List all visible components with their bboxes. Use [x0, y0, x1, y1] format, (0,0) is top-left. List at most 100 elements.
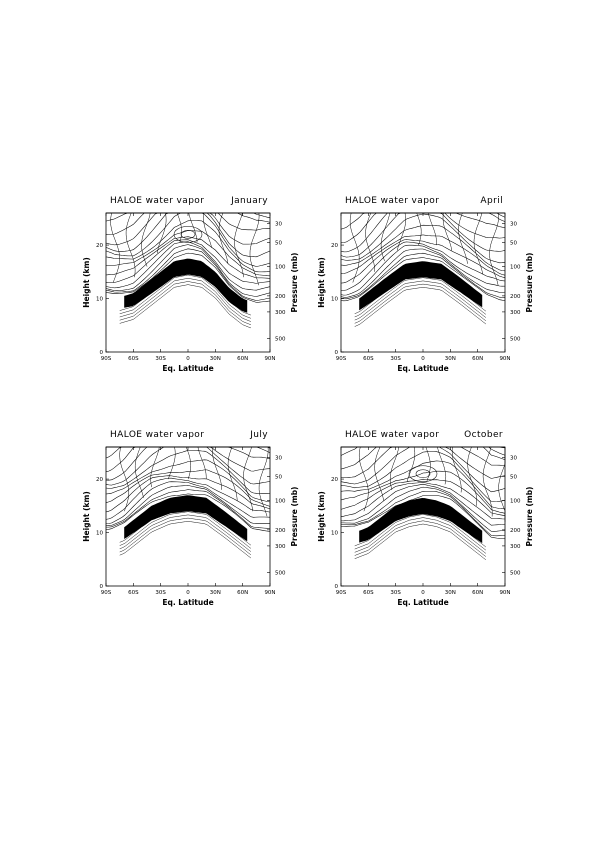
chart-month-label: October — [464, 430, 503, 440]
x-tick-label: 60N — [472, 590, 483, 596]
pressure-tick-label: 500 — [275, 571, 286, 577]
x-tick-label: 0 — [421, 590, 425, 596]
contour-line — [105, 244, 271, 297]
contour-line — [150, 446, 160, 488]
contour-line — [119, 511, 252, 549]
contour-line — [188, 212, 198, 243]
pressure-tick-label: 50 — [275, 474, 282, 480]
contour-line — [134, 446, 144, 498]
pressure-tick-label: 50 — [275, 240, 282, 246]
contour-line — [105, 248, 271, 301]
contour-line — [105, 212, 271, 258]
plot-frame — [105, 212, 271, 353]
x-tick-label: 0 — [421, 356, 425, 362]
x-tick-label: 60S — [128, 590, 139, 596]
x-tick-label: 30S — [155, 356, 166, 362]
pressure-tick-label: 30 — [275, 456, 282, 462]
contour-line — [185, 446, 191, 480]
contour-line — [408, 465, 438, 483]
x-axis-label: Eq. Latitude — [162, 364, 213, 373]
x-tick-label: 0 — [186, 590, 190, 596]
chart-month-label: January — [230, 196, 268, 206]
contour-line — [119, 517, 252, 555]
pressure-tick-label: 100 — [510, 264, 521, 270]
contour-line — [349, 212, 360, 283]
contour-line — [467, 446, 477, 506]
pressure-tick-label: 200 — [275, 528, 286, 534]
contour-line — [354, 277, 487, 318]
chart-panel-october: HALOE water vapor October 90S 60S 30S 0 30N 60N… — [317, 430, 534, 607]
contour-line — [354, 514, 487, 551]
y-tick-label: 10 — [331, 531, 338, 537]
chart-panel-january: HALOE water vapor January 90S 60S 30S 0 30N 60N… — [82, 196, 299, 373]
contour-line — [341, 486, 506, 532]
x-tick-label: 90N — [499, 356, 510, 362]
pressure-tick-label: 30 — [510, 456, 517, 462]
x-tick-label: 60S — [363, 356, 374, 362]
y-tick-label: 20 — [96, 477, 103, 483]
contour-line — [340, 213, 506, 264]
y-tick-label: 0 — [335, 584, 339, 590]
contour-line — [119, 514, 252, 552]
contour-line — [110, 212, 120, 283]
x-tick-label: 0 — [186, 356, 190, 362]
contour-line — [340, 478, 506, 517]
contour-line — [340, 248, 506, 298]
pressure-tick-label: 300 — [275, 544, 286, 550]
contour-line — [415, 469, 431, 479]
contour-line — [406, 446, 416, 482]
x-tick-label: 60S — [363, 590, 374, 596]
contour-line — [340, 252, 506, 300]
contour-line — [227, 446, 238, 501]
contour-line — [249, 212, 260, 286]
y-tick-label: 20 — [331, 477, 338, 483]
contour-line — [498, 447, 506, 522]
contour-line — [365, 212, 375, 272]
contour-line — [489, 212, 499, 286]
x-tick-label: 90S — [101, 590, 112, 596]
chart-title: HALOE water vapor — [110, 196, 204, 206]
contour-line — [234, 212, 244, 278]
x-tick-label: 90S — [336, 356, 347, 362]
x-tick-label: 30S — [390, 590, 401, 596]
contour-line — [397, 212, 406, 251]
pressure-tick-label: 300 — [275, 310, 286, 316]
contour-line — [105, 241, 271, 291]
y-tick-label: 0 — [335, 350, 339, 356]
x-axis-label: Eq. Latitude — [397, 364, 448, 373]
pressure-axis-label: Pressure (mb) — [290, 487, 299, 547]
x-tick-label: 30N — [445, 590, 456, 596]
chart-month-label: April — [480, 196, 503, 206]
filled-region — [359, 498, 483, 544]
x-tick-label: 90N — [264, 590, 275, 596]
contour-line — [119, 446, 130, 512]
filled-region — [359, 261, 483, 311]
y-axis-label: Height (km) — [82, 257, 91, 308]
x-tick-label: 60N — [237, 590, 248, 596]
contour-line — [358, 446, 369, 512]
contour-line — [105, 236, 271, 279]
contour-line — [203, 212, 212, 248]
contour-line — [340, 451, 506, 502]
contour-line — [354, 510, 487, 548]
contour-line — [458, 212, 468, 264]
contour-line — [340, 481, 506, 520]
y-axis-label: Height (km) — [82, 491, 91, 542]
pressure-tick-label: 100 — [510, 498, 521, 504]
contour-line — [167, 446, 176, 480]
contour-line — [106, 489, 271, 529]
contour-line — [105, 475, 271, 513]
contour-line — [389, 446, 400, 490]
contour-line — [354, 523, 487, 560]
x-tick-label: 30N — [210, 590, 221, 596]
contour-line — [105, 450, 271, 494]
y-tick-label: 10 — [96, 531, 103, 537]
y-axis-label: Height (km) — [317, 491, 326, 542]
y-tick-label: 20 — [331, 243, 338, 249]
x-tick-label: 90N — [499, 590, 510, 596]
contour-line — [340, 491, 506, 537]
pressure-tick-label: 30 — [275, 222, 282, 228]
contour-line — [212, 446, 222, 490]
chart-title: HALOE water vapor — [345, 430, 439, 440]
contour-line — [243, 446, 253, 512]
